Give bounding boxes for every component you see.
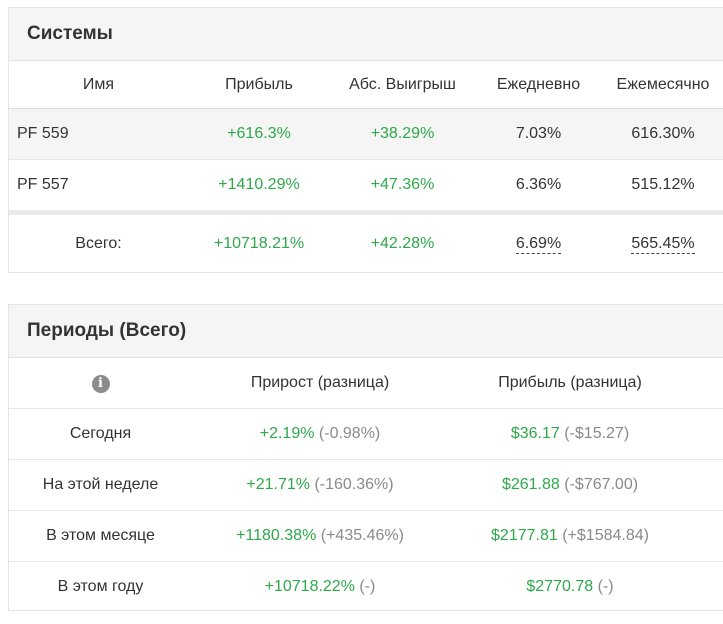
table-row: PF 557 +1410.29% +47.36% 6.36% 515.12% [9,159,723,210]
profit-value: $36.17 [510,425,560,442]
total-row: Всего: +10718.21% +42.28% 6.69% 565.45% [9,215,723,272]
profit-cell: $36.17 (-$15.27) [448,408,692,460]
profit-diff: (-$767.00) [564,476,639,493]
growth-value: +21.71% [246,476,310,493]
spacer-cell [692,510,723,562]
periods-table: i Прирост (разница) Прибыль (разница) Се… [9,358,723,612]
profit-diff: (+$1584.84) [562,527,649,544]
table-row: Сегодня +2.19% (-0.98%) $36.17 (-$15.27) [9,408,723,460]
total-label: Всего: [75,234,122,252]
column-header-name[interactable]: Имя [82,75,115,93]
period-label: На этой неделе [9,459,192,511]
systems-panel: Системы Имя Прибыль Абс. Выигрыш Ежеднев… [8,7,723,273]
info-cell: i [9,358,192,409]
profit-value: +1410.29% [188,159,330,210]
periods-panel: Периоды (Всего) i Прирост (разница) Приб… [8,304,723,612]
table-row: В этом месяце +1180.38% (+435.46%) $2177… [9,510,723,562]
total-abs-gain-value: +42.28% [370,234,435,252]
daily-value: 6.36% [475,159,602,210]
period-label: В этом месяце [9,510,192,562]
growth-diff: (-) [359,578,376,595]
profit-diff: (-) [597,578,614,595]
column-header-profit[interactable]: Прибыль [225,75,293,93]
column-header-monthly[interactable]: Ежемесячно [616,75,710,93]
table-row: В этом году +10718.22% (-) $2770.78 (-) [9,561,723,612]
profit-cell: $2177.81 (+$1584.84) [448,510,692,562]
systems-title: Системы [9,8,723,61]
column-header-abs-gain[interactable]: Абс. Выигрыш [349,75,456,93]
profit-diff: (-$15.27) [564,425,630,442]
monthly-value: 616.30% [602,108,723,160]
abs-gain-value: +38.29% [330,108,475,160]
info-icon[interactable]: i [91,374,110,393]
total-separator [9,210,723,215]
growth-diff: (+435.46%) [320,527,404,544]
profit-cell: $261.88 (-$767.00) [448,459,692,511]
spacer-cell [692,358,723,409]
growth-diff: (-0.98%) [318,425,381,442]
column-header-daily[interactable]: Ежедневно [496,75,581,93]
total-monthly-cell: 565.45% [602,215,723,272]
periods-title: Периоды (Всего) [9,305,723,358]
profit-value: +616.3% [188,108,330,160]
growth-cell: +2.19% (-0.98%) [192,408,448,460]
spacer-cell [692,459,723,511]
systems-table: Имя Прибыль Абс. Выигрыш Ежедневно Ежеме… [9,61,723,272]
total-monthly-value[interactable]: 565.45% [631,234,695,254]
daily-value: 7.03% [475,108,602,160]
total-daily-cell: 6.69% [475,215,602,272]
table-row: PF 559 +616.3% +38.29% 7.03% 616.30% [9,108,723,160]
growth-cell: +21.71% (-160.36%) [192,459,448,511]
growth-diff: (-160.36%) [314,476,394,493]
periods-header-row: i Прирост (разница) Прибыль (разница) [9,358,723,409]
system-name-link[interactable]: PF 557 [9,159,188,210]
column-header-growth: Прирост (разница) [250,374,390,391]
growth-cell: +10718.22% (-) [192,561,448,612]
growth-value: +2.19% [259,425,315,442]
total-daily-value[interactable]: 6.69% [515,234,562,254]
growth-value: +10718.22% [264,578,355,595]
system-name-link[interactable]: PF 559 [9,108,188,160]
monthly-value: 515.12% [602,159,723,210]
abs-gain-value: +47.36% [330,159,475,210]
profit-value: $2770.78 [526,578,594,595]
spacer-cell [692,408,723,460]
profit-cell: $2770.78 (-) [448,561,692,612]
period-label: В этом году [9,561,192,612]
profit-value: $2177.81 [491,527,558,544]
column-header-profit-diff: Прибыль (разница) [498,374,642,391]
table-row: На этой неделе +21.71% (-160.36%) $261.8… [9,459,723,511]
total-profit-value: +10718.21% [213,234,305,252]
period-label: Сегодня [9,408,192,460]
growth-cell: +1180.38% (+435.46%) [192,510,448,562]
profit-value: $261.88 [501,476,560,493]
systems-header-row: Имя Прибыль Абс. Выигрыш Ежедневно Ежеме… [9,61,723,109]
spacer-cell [692,561,723,612]
growth-value: +1180.38% [236,527,317,544]
